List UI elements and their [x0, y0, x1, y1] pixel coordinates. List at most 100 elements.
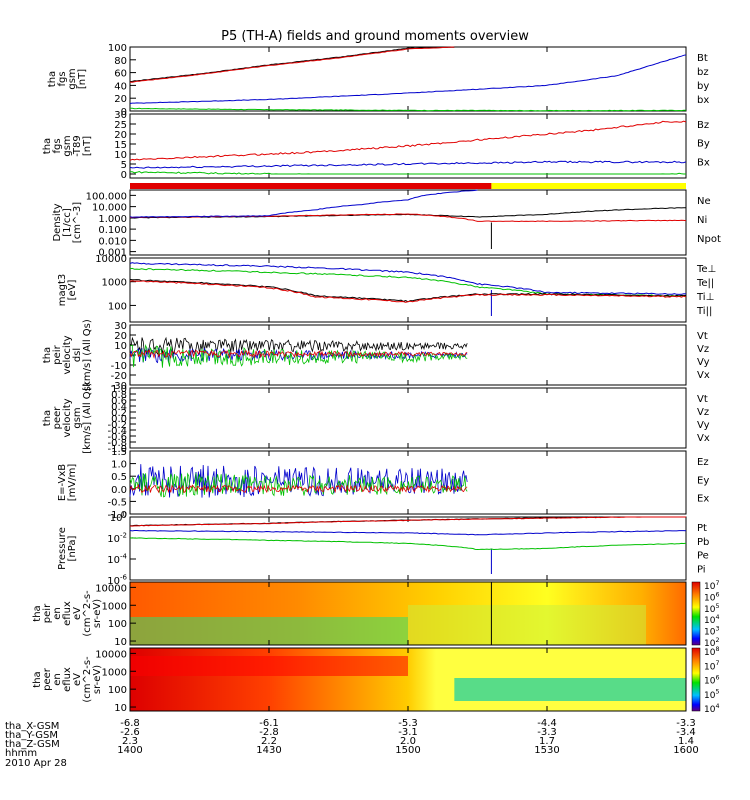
y-axis-label: (cm^2-s- — [82, 656, 93, 703]
y-tick-label: -20 — [111, 371, 127, 382]
panel-density — [129, 189, 687, 256]
panel-peir_velocity — [129, 324, 687, 386]
x-axis-value: 1.7 — [539, 736, 555, 747]
y-tick-label: -1.0 — [107, 444, 127, 455]
x-axis-value: -2.6 — [120, 727, 140, 738]
legend-Ey: Ey — [697, 475, 709, 486]
figure-title: P5 (TH-A) fields and ground moments over… — [221, 29, 529, 44]
legend-Te: Te|| — [696, 278, 714, 289]
y-axis-label: sr-eV) — [92, 665, 103, 694]
series-bx-line — [129, 54, 687, 104]
x-axis-value: 1.4 — [678, 736, 694, 747]
y-tick-label: 0.8 — [111, 390, 127, 401]
panel-fgs_gsm-series — [129, 46, 687, 112]
y-axis-label: dsl — [72, 348, 83, 362]
y-axis-label: velocity — [62, 335, 73, 374]
y-tick-label: 100 — [110, 511, 127, 525]
x-axis-value: 1600 — [673, 745, 698, 756]
y-tick-label: 25 — [114, 120, 127, 131]
panel-frame — [129, 257, 687, 323]
y-tick-label: 0.001 — [98, 248, 127, 259]
legend-Vz: Vz — [697, 344, 709, 355]
panel-efield-series — [129, 464, 468, 498]
series-Npot-line — [129, 189, 478, 218]
y-tick-label: 0 — [121, 170, 127, 181]
y-axis-label: eflux — [62, 667, 73, 692]
y-axis-label: magt3 — [57, 274, 68, 307]
series-Te-line — [129, 280, 687, 303]
y-tick-label: 0 — [121, 107, 127, 118]
y-axis-label: peir — [42, 603, 53, 623]
y-tick-label: 60 — [114, 69, 127, 80]
legend-Pe: Pe — [697, 551, 709, 562]
legend-Vx: Vx — [697, 370, 710, 381]
legend-Ti: Ti|| — [696, 306, 712, 317]
series-Bx-line — [129, 160, 687, 169]
y-axis-label: Density — [52, 203, 63, 241]
y-tick-label: 100 — [108, 685, 127, 696]
y-tick-label: 30 — [114, 110, 127, 121]
series-Pe-line — [129, 537, 687, 551]
panel-temperature — [129, 257, 687, 323]
legend-Ez: Ez — [697, 457, 709, 468]
y-tick-label: 10-6 — [107, 574, 127, 588]
series-Ez-line — [129, 483, 468, 494]
series-Vz-line — [129, 349, 468, 359]
y-tick-label: 0.6 — [111, 396, 127, 407]
y-axis-label: eV — [72, 673, 83, 686]
colorbar-tick-label: 106 — [704, 674, 719, 686]
y-axis-label: eflux — [62, 601, 73, 626]
series-Vx-line — [129, 347, 468, 364]
x-axis-value: -3.4 — [676, 727, 696, 738]
y-axis-label: tha — [42, 410, 53, 426]
x-axis-value: -3.3 — [676, 718, 696, 729]
x-axis-value: 1530 — [534, 745, 559, 756]
y-tick-label: 0.2 — [111, 408, 127, 419]
y-tick-label: 0.0 — [111, 414, 127, 425]
y-axis-label: [nT] — [77, 69, 88, 89]
y-tick-label: 10 — [114, 703, 127, 714]
y-axis-label: [km/s] (All Qs) — [82, 382, 93, 454]
panel-peir_energy — [129, 581, 701, 646]
y-tick-label: 0.010 — [98, 236, 127, 247]
y-tick-label: 100.000 — [86, 191, 127, 202]
y-tick-label: 40 — [114, 81, 127, 92]
series-Ne-line — [129, 213, 687, 223]
y-axis-label: [eV] — [67, 280, 78, 301]
legend-by: by — [697, 81, 709, 92]
legend-Ni: Ni — [697, 215, 707, 226]
y-tick-label: 10-2 — [107, 532, 127, 546]
y-tick-label: 10000 — [95, 254, 127, 265]
y-axis-label: -T89 — [72, 135, 83, 157]
y-tick-label: 15 — [114, 140, 127, 151]
spectrogram-cool-band — [454, 678, 686, 701]
y-axis-label: gsm — [62, 135, 73, 156]
y-axis-label: E=-VxB — [57, 464, 68, 501]
series-Te-line — [129, 278, 687, 303]
series-Ey-line — [129, 472, 468, 498]
y-axis-label: sr-eV) — [92, 599, 103, 628]
y-tick-label: 0 — [121, 351, 127, 362]
quality-bar-yellow — [491, 183, 686, 189]
y-tick-label: -0.2 — [107, 420, 127, 431]
series-Pi-line — [129, 530, 687, 536]
y-tick-label: 20 — [114, 94, 127, 105]
colorbar-peir_energy — [691, 581, 701, 646]
legend-Pi: Pi — [697, 564, 706, 575]
colorbar-tick-label: 108 — [704, 646, 719, 658]
y-tick-label: 80 — [114, 56, 127, 67]
y-tick-label: 0.4 — [111, 402, 127, 413]
colorbar-tick-label: 106 — [704, 591, 719, 603]
x-axis-row-label: hhmm — [5, 748, 37, 759]
y-axis-label: tha — [32, 671, 43, 687]
panel-temperature-series — [129, 262, 687, 303]
x-axis-row-label: tha_Y-GSM — [5, 730, 58, 741]
y-tick-label: 1.000 — [98, 214, 127, 225]
y-tick-label: -30 — [111, 381, 127, 392]
legend-bx: bx — [697, 95, 709, 106]
y-tick-label: 10000 — [95, 649, 127, 660]
series-Vy-line — [129, 344, 468, 368]
legend-Ex: Ex — [697, 494, 709, 505]
legend-Pt: Pt — [697, 523, 707, 534]
colorbar-peer_energy — [691, 647, 701, 712]
